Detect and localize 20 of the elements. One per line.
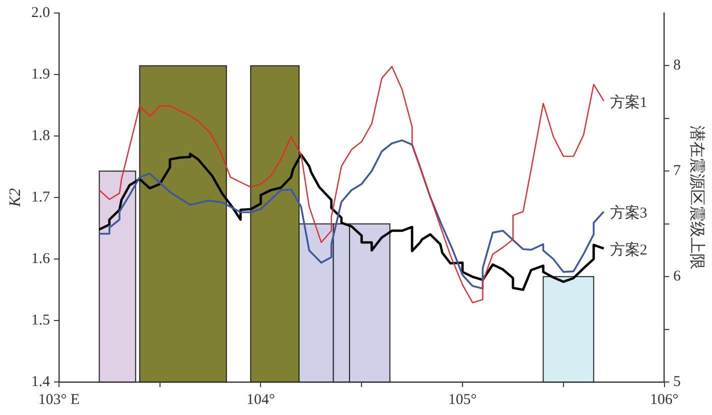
y-tick-label: 1.5 xyxy=(31,312,50,328)
y2-tick-label: 5 xyxy=(673,374,681,390)
y-tick-label: 1.6 xyxy=(31,250,50,267)
x-tick-label: 103° E xyxy=(38,392,80,408)
y2-tick-label: 7 xyxy=(673,163,682,180)
y-tick-label: 2.0 xyxy=(31,4,50,21)
x-tick-label: 106° xyxy=(650,392,679,408)
series-label: 方案1 xyxy=(610,94,648,111)
y-tick-label: 1.8 xyxy=(31,128,50,144)
series-label: 方案2 xyxy=(610,241,648,258)
x-tick-label: 104° xyxy=(246,392,275,408)
y2-tick-label: 8 xyxy=(673,58,681,74)
y-tick-label: 1.9 xyxy=(31,66,50,82)
y-axis-title: K2 xyxy=(6,188,24,208)
y-tick-label: 1.4 xyxy=(31,374,50,390)
y2-tick-label: 6 xyxy=(673,268,682,285)
y2-axis-title: 潜在震源区震级上限 xyxy=(688,126,706,270)
series-label: 方案3 xyxy=(610,204,648,222)
y-tick-label: 1.7 xyxy=(31,189,50,206)
x-tick-label: 105° xyxy=(448,392,477,408)
